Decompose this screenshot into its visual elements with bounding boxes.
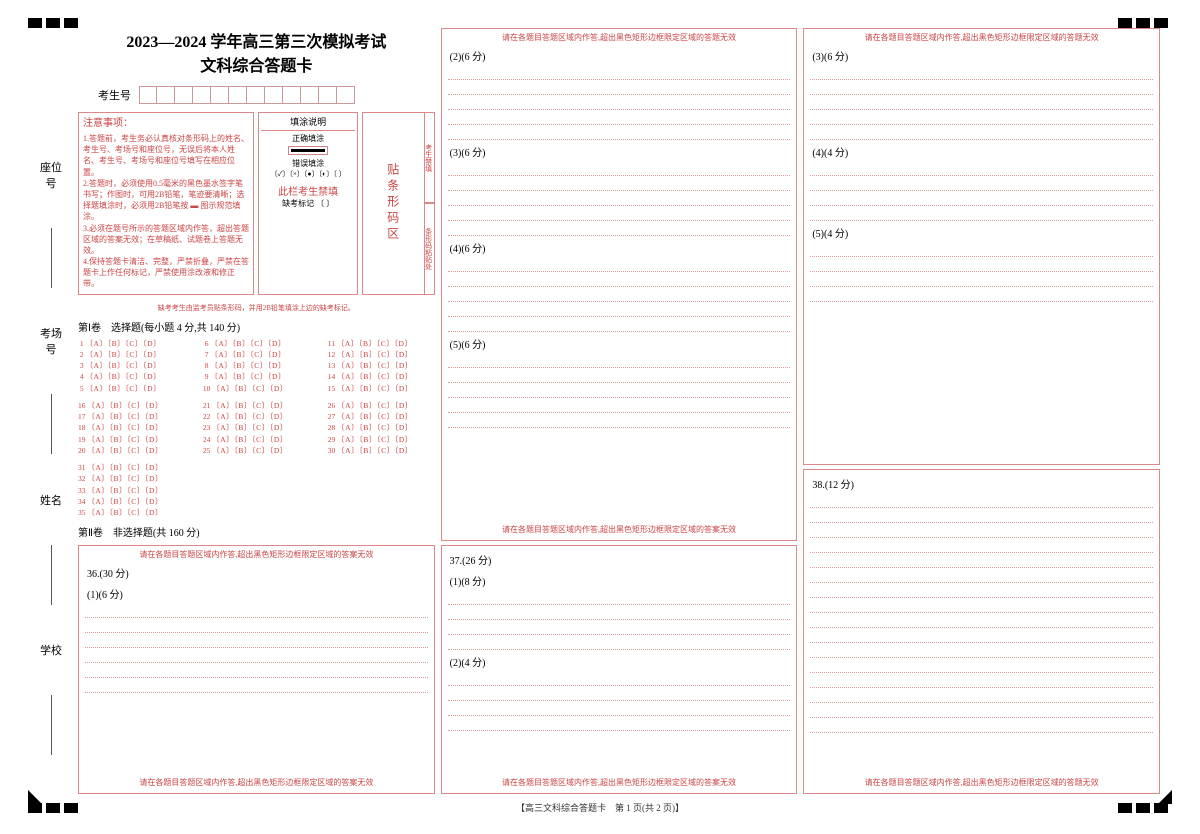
page-content: 2023—2024 学年高三第三次模拟考试 文科综合答题卡 考生号 注意事项： …	[78, 28, 1160, 794]
fill-instructions: 填涂说明 正确填涂 错误填涂 〔✓〕〔×〕〔●〕〔◐〕〔 〕 此栏考生禁填 缺考…	[258, 112, 358, 295]
notice-item-2: 2.答题时，必须使用0.5毫米的黑色墨水签字笔书写；作图时，可用2B铅笔，笔迹要…	[83, 178, 249, 223]
wrong-fill-examples: 〔✓〕〔×〕〔●〕〔◐〕〔 〕	[261, 169, 355, 179]
wrong-fill-label: 错误填涂	[261, 158, 355, 169]
q37-1-label: (1)(8 分)	[450, 573, 791, 588]
q36-5-label: (5)(6 分)	[450, 336, 791, 351]
barcode-region: 贴条形码区 考生禁填 条形码粘贴处	[362, 112, 435, 295]
panel-q38: 38.(12 分) 请在各题目答题区域内作答,超出黑色矩形边框限定区域的答题无效	[803, 469, 1160, 794]
q37-1-lines[interactable]	[448, 590, 791, 650]
notice-item-4: 4.保持答题卡清洁、完整，严禁折叠，严禁在答题卡上作任何标记，严禁使用涂改液和修…	[83, 256, 249, 290]
q36-1-lines[interactable]	[85, 603, 428, 776]
panel-warn-bot: 请在各题目答题区域内作答,超出黑色矩形边框限定区域的答案无效	[85, 776, 428, 789]
absent-label: 缺考标记 〔 〕	[261, 198, 355, 209]
notice-item-1: 1.答题前，考生务必认真核对条形码上的姓名、考生号、考场号和座位号，无误后将本人…	[83, 133, 249, 178]
q37-4-lines[interactable]	[810, 161, 1153, 221]
side-school: 学校	[40, 642, 62, 658]
q37-5-label: (5)(4 分)	[812, 225, 1153, 240]
panel2-warn-bot: 请在各题目答题区域内作答,超出黑色矩形边框限定区域的答案无效	[448, 523, 791, 536]
q36-4-lines[interactable]	[448, 257, 791, 332]
page-footer: 【高三文科综合答题卡 第 1 页(共 2 页)】	[0, 801, 1200, 814]
side-name: 姓名	[40, 492, 62, 508]
barcode-area[interactable]: 贴条形码区	[362, 112, 425, 295]
notice-instructions: 注意事项： 1.答题前，考生务必认真核对条形码上的姓名、考生号、考场号和座位号，…	[78, 112, 254, 295]
column-2: 请在各题目答题区域内作答,超出黑色矩形边框限定区域的答题无效 (2)(6 分) …	[441, 28, 798, 794]
section2-heading: 第Ⅱ卷 非选择题(共 160 分)	[78, 524, 435, 539]
q37-3-lines[interactable]	[810, 65, 1153, 140]
section1-heading: 第Ⅰ卷 选择题(每小题 4 分,共 140 分)	[78, 319, 435, 334]
answer-panel-q36: 请在各题目答题区域内作答,超出黑色矩形边框限定区域的答案无效 36.(30 分)…	[78, 545, 435, 794]
examinee-id-label: 考生号	[98, 87, 131, 103]
q37-3-label: (3)(6 分)	[812, 48, 1153, 63]
q37-2-label: (2)(4 分)	[450, 654, 791, 669]
q38-lines[interactable]	[810, 493, 1153, 776]
panel-q36-cont: 请在各题目答题区域内作答,超出黑色矩形边框限定区域的答题无效 (2)(6 分) …	[441, 28, 798, 541]
exam-subtitle: 文科综合答题卡	[78, 52, 435, 76]
examinee-id-row: 考生号	[98, 86, 415, 104]
notice-heading: 注意事项：	[83, 117, 249, 131]
notice-item-3: 3.必须在题号所示的答题区域内作答，超出答题区域的答案无效；在草稿纸、试题卷上答…	[83, 223, 249, 257]
panel-warn-top: 请在各题目答题区域内作答,超出黑色矩形边框限定区域的答案无效	[85, 548, 428, 561]
forbidden-text: 此栏考生禁填	[261, 183, 355, 198]
panel-q37-cont: 请在各题目答题区域内作答,超出黑色矩形边框限定区域的答题无效 (3)(6 分) …	[803, 28, 1160, 465]
q36-3-label: (3)(6 分)	[450, 144, 791, 159]
column-3: 请在各题目答题区域内作答,超出黑色矩形边框限定区域的答题无效 (3)(6 分) …	[803, 28, 1160, 794]
q36-4-label: (4)(6 分)	[450, 240, 791, 255]
panel3-warn-bot: 请在各题目答题区域内作答,超出黑色矩形边框限定区域的答题无效	[810, 776, 1153, 789]
q37-label: 37.(26 分)	[450, 552, 791, 567]
examinee-id-boxes[interactable]	[139, 86, 355, 104]
notice-area: 注意事项： 1.答题前，考生务必认真核对条形码上的姓名、考生号、考场号和座位号，…	[78, 112, 435, 295]
side-seat: 座位号	[36, 159, 66, 191]
exam-header: 2023—2024 学年高三第三次模拟考试 文科综合答题卡	[78, 28, 435, 76]
side-labels: 座位号 考场号 姓名 学校	[36, 140, 66, 774]
q36-2-lines[interactable]	[448, 65, 791, 140]
exam-title: 2023—2024 学年高三第三次模拟考试	[78, 28, 435, 52]
q38-label: 38.(12 分)	[812, 476, 1153, 491]
correct-fill-example	[288, 146, 328, 155]
panel-q37: 37.(26 分) (1)(8 分) (2)(4 分) 请在各题目答题区域内作答…	[441, 545, 798, 794]
q36-3-lines[interactable]	[448, 161, 791, 236]
fill-heading: 填涂说明	[261, 115, 355, 131]
mc-bubbles[interactable]: 1 〔A〕〔B〕〔C〕〔D〕 2 〔A〕〔B〕〔C〕〔D〕 3 〔A〕〔B〕〔C…	[78, 338, 435, 519]
column-1: 2023—2024 学年高三第三次模拟考试 文科综合答题卡 考生号 注意事项： …	[78, 28, 435, 794]
q37-4-label: (4)(4 分)	[812, 144, 1153, 159]
panel2b-warn-bot: 请在各题目答题区域内作答,超出黑色矩形边框限定区域的答案无效	[448, 776, 791, 789]
q36-label: 36.(30 分)	[87, 565, 428, 580]
q37-2-lines[interactable]	[448, 671, 791, 776]
correct-fill-label: 正确填涂	[261, 133, 355, 144]
barcode-side-bot: 条形码粘贴处	[425, 203, 435, 294]
side-room: 考场号	[36, 325, 66, 357]
absent-note: 缺考考生由监考员贴条形码，并用2B铅笔填涂上边的缺考标记。	[78, 303, 435, 313]
barcode-side-top: 考生禁填	[425, 112, 435, 203]
q36-1-label: (1)(6 分)	[87, 586, 428, 601]
q36-5-lines[interactable]	[448, 353, 791, 523]
q36-2-label: (2)(6 分)	[450, 48, 791, 63]
reg-mark-tl	[28, 18, 82, 31]
panel3-warn-top: 请在各题目答题区域内作答,超出黑色矩形边框限定区域的答题无效	[810, 31, 1153, 44]
panel2-warn-top: 请在各题目答题区域内作答,超出黑色矩形边框限定区域的答题无效	[448, 31, 791, 44]
q37-5-lines[interactable]	[810, 242, 1153, 460]
